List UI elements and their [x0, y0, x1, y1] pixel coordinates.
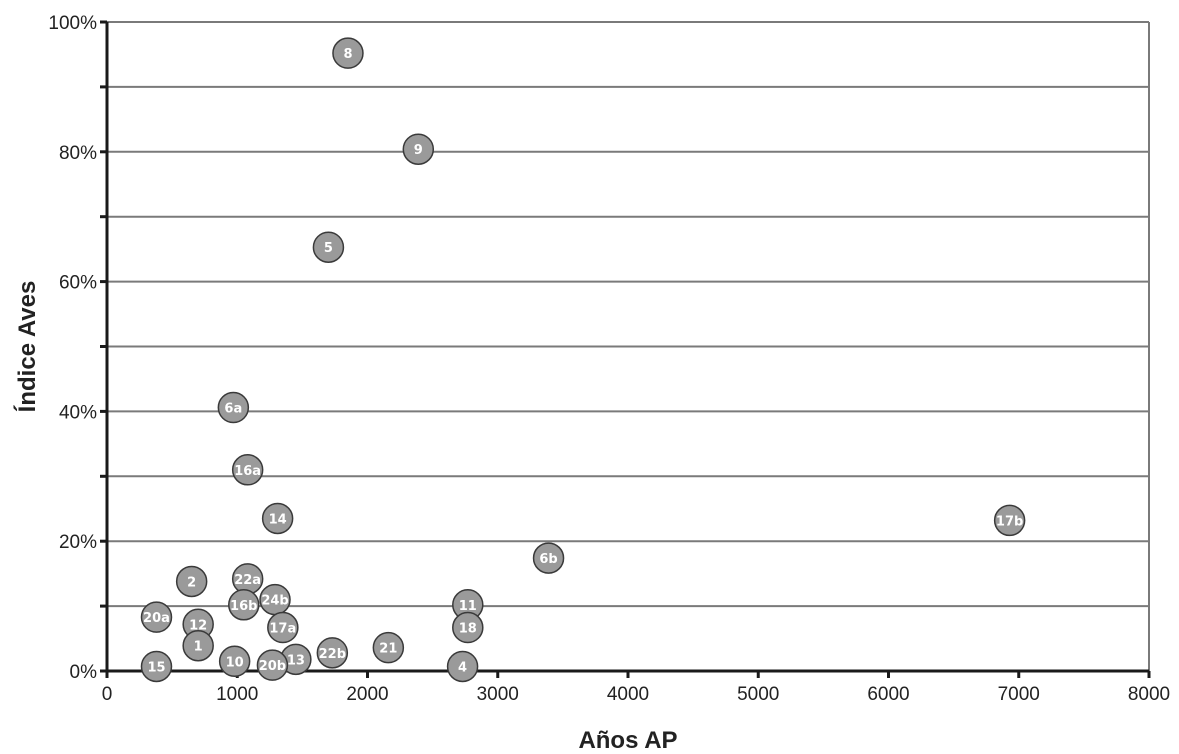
data-point: 18	[453, 613, 483, 643]
data-point: 14	[263, 503, 293, 533]
point-label: 6a	[224, 402, 242, 417]
data-point: 20b	[257, 650, 287, 680]
x-tick-label: 2000	[346, 684, 388, 705]
data-point: 1	[183, 631, 213, 661]
x-tick-label: 0	[102, 684, 113, 705]
data-point: 6b	[534, 543, 564, 573]
point-label: 20b	[259, 659, 286, 674]
tick-labels: 0% 20% 40% 60% 80% 100% 0 1000 2000 3000 4000 5000 6…	[48, 13, 1170, 705]
y-tick-label: 20%	[59, 532, 97, 553]
data-point: 20a	[141, 602, 171, 632]
x-tick-label: 7000	[998, 684, 1040, 705]
point-label: 8	[343, 47, 352, 62]
x-tick-label: 3000	[477, 684, 519, 705]
point-label: 16a	[234, 464, 261, 479]
data-point: 22b	[317, 638, 347, 668]
y-tick-label: 40%	[59, 402, 97, 423]
point-label: 18	[459, 622, 477, 637]
data-point: 10	[220, 646, 250, 676]
y-tick-label: 100%	[48, 13, 97, 34]
data-point: 16b	[229, 590, 259, 620]
point-label: 17a	[269, 622, 296, 637]
data-point: 17a	[268, 613, 298, 643]
data-point: 2	[177, 566, 207, 596]
data-point: 21	[373, 633, 403, 663]
x-tick-label: 5000	[737, 684, 779, 705]
point-label: 22b	[319, 647, 346, 662]
point-label: 17b	[996, 514, 1023, 529]
y-tick-label: 0%	[70, 662, 98, 683]
point-label: 6b	[539, 552, 557, 567]
point-label: 22a	[234, 573, 261, 588]
point-label: 13	[287, 653, 305, 668]
point-label: 11	[459, 599, 477, 614]
data-point: 22a	[233, 564, 263, 594]
data-point: 17b	[995, 505, 1025, 535]
y-tick-label: 60%	[59, 273, 97, 294]
x-tick-label: 4000	[607, 684, 649, 705]
y-axis-title: Índice Aves	[13, 281, 41, 413]
data-point: 24b	[260, 585, 290, 615]
data-point: 16a	[233, 455, 263, 485]
point-label: 9	[414, 143, 423, 158]
point-label: 1	[194, 640, 203, 655]
data-point: 5	[313, 232, 343, 262]
point-label: 5	[324, 241, 333, 256]
point-label: 10	[226, 655, 244, 670]
data-point: 8	[333, 38, 363, 68]
point-label: 4	[458, 660, 467, 675]
x-axis-title: Años AP	[578, 727, 677, 754]
x-tick-label: 6000	[867, 684, 909, 705]
point-label: 20a	[143, 611, 170, 626]
y-tick-label: 80%	[59, 143, 97, 164]
point-label: 15	[147, 660, 165, 675]
point-label: 14	[269, 512, 287, 527]
x-tick-label: 8000	[1128, 684, 1170, 705]
point-label: 21	[379, 642, 397, 657]
grid-layer	[107, 22, 1149, 671]
data-point: 15	[141, 651, 171, 681]
point-label: 16b	[230, 599, 257, 614]
point-label: 24b	[261, 594, 288, 609]
data-point: 6a	[218, 393, 248, 423]
x-tick-label: 1000	[216, 684, 258, 705]
data-point: 4	[448, 651, 478, 681]
point-label: 2	[187, 575, 196, 590]
data-point: 9	[403, 134, 433, 164]
